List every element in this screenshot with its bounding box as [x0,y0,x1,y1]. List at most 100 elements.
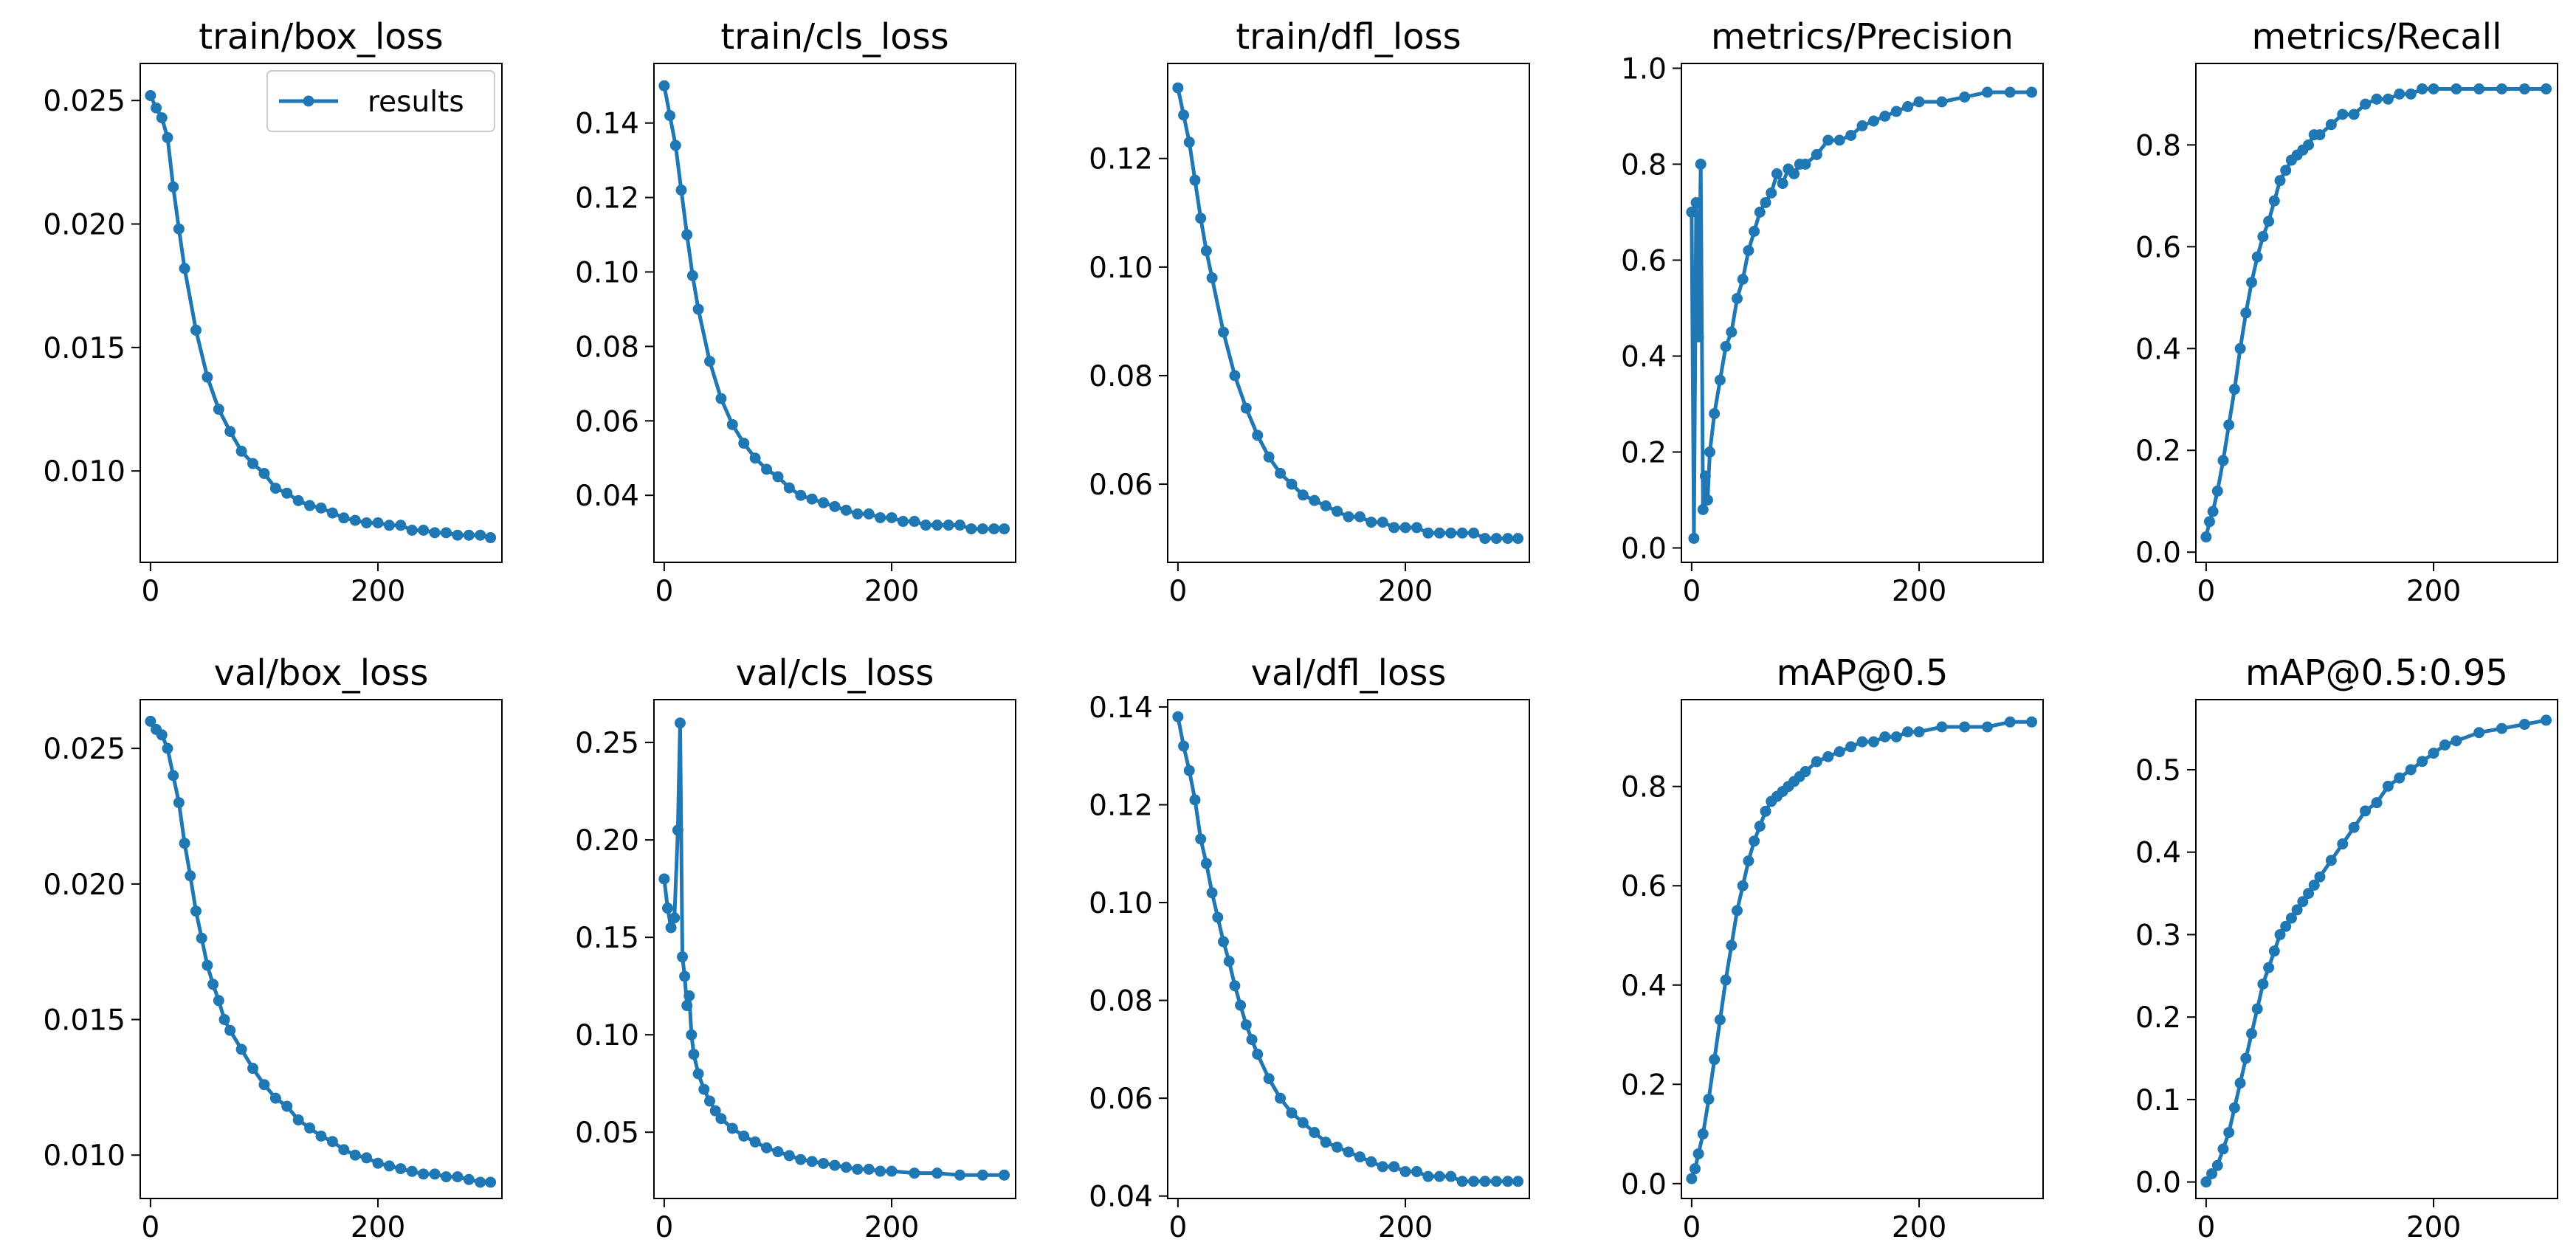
y-tick-label: 0.4 [1621,341,1667,374]
data-point [2541,714,2552,726]
data-point [441,527,452,539]
data-point [1433,1170,1445,1182]
data-point [1697,1128,1709,1140]
data-point [681,229,693,241]
axes-frame [1681,699,2044,1199]
data-point [145,715,156,727]
data-point [1422,1170,1434,1182]
data-point [2382,93,2394,105]
data-point [2394,88,2405,100]
data-point [2303,888,2315,900]
data-point [1703,1093,1715,1105]
data-point [863,508,875,520]
data-point [2203,516,2215,528]
subplot-title: val/dfl_loss [1251,652,1447,694]
data-point [1195,213,1207,224]
data-point [1433,527,1445,539]
data-point [1366,517,1377,528]
data-point [806,493,818,505]
data-point [1822,751,1834,762]
y-tick-label: 0.08 [575,331,639,364]
data-point [1252,1048,1264,1060]
data-point [2026,716,2038,728]
data-point [1223,956,1235,967]
data-point [1183,765,1195,776]
y-tick-label: 0.025 [43,733,125,766]
y-tick-label: 0.020 [43,869,125,902]
data-point [1845,130,1857,141]
subplot-5: metrics/Recall 0 200 0.0 0.2 0.4 0.6 0.8 [2135,16,2558,608]
data-point [1788,168,1800,179]
data-point [2234,342,2246,354]
data-point [1490,533,1502,545]
data-point [1178,109,1190,121]
data-point [1692,331,1704,342]
data-point [361,1152,373,1164]
data-point [1749,226,1760,237]
y-tick-label: 0.1 [2135,1084,2181,1117]
subplot-1: train/box_loss 0 200 0.010 0.015 0.020 0.025 re… [43,16,503,608]
data-point [2451,83,2462,94]
data-point [1692,1148,1704,1159]
data-point [1189,174,1201,186]
data-point [190,324,202,336]
data-point [429,1168,441,1180]
data-point [1411,1166,1422,1178]
data-point [1760,805,1771,817]
data-point [840,504,852,516]
data-point [726,418,738,430]
data-point [281,1100,293,1112]
data-point [2251,1003,2263,1015]
data-point [162,742,173,754]
data-point [1867,115,1879,127]
data-point [1800,159,1811,170]
y-tick-label: 0.2 [2135,435,2181,468]
subplot-title: val/cls_loss [736,652,934,694]
data-point [151,102,162,114]
data-point [292,494,304,506]
data-point [1743,855,1754,867]
data-point [675,184,687,196]
data-point [2394,772,2405,784]
data-point [1690,197,1702,208]
data-point [2004,716,2016,728]
y-tick-label: 0.15 [575,922,639,955]
data-point [772,471,784,483]
data-point [664,110,676,122]
data-point [2206,1167,2218,1179]
data-point [349,514,361,526]
x-tick-label: 200 [351,575,405,608]
data-point [2496,83,2507,94]
data-point [2405,88,2417,100]
x-tick-label: 0 [1682,575,1701,608]
data-point [406,525,418,536]
data-point [1366,1156,1377,1167]
y-tick-label: 1.0 [1621,53,1667,86]
y-tick-label: 0.015 [43,1004,125,1038]
data-point [2496,722,2507,734]
data-point [783,482,795,494]
data-point [909,1167,920,1179]
data-point [2303,139,2315,151]
y-tick-label: 0.4 [2135,333,2181,366]
data-point [886,1165,898,1177]
data-point [1982,86,1993,98]
data-point [1229,370,1241,382]
data-point [1879,731,1891,742]
data-point [999,523,1010,535]
data-point [852,508,864,520]
data-point [1686,207,1698,218]
data-point [1771,168,1783,179]
data-point [1867,736,1879,748]
y-tick-label: 0.06 [575,405,639,438]
y-tick-label: 0.14 [575,108,639,141]
data-point [2263,215,2275,227]
data-point [677,951,689,963]
data-point [829,500,841,512]
x-tick-label: 200 [1892,1211,1946,1244]
data-point [1688,533,1700,544]
data-point [372,1157,384,1169]
y-tick-label: 0.0 [1621,533,1667,566]
series-line [1176,86,1521,541]
data-point [1240,402,1252,414]
